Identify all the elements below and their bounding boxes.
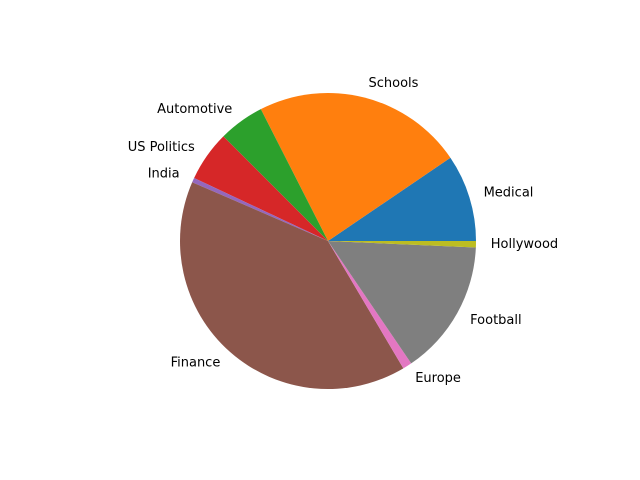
- pie-label-schools: Schools: [368, 76, 418, 91]
- pie-slice-schools: [260, 92, 451, 241]
- pie-label-football: Football: [470, 313, 521, 328]
- pie-label-automotive: Automotive: [157, 102, 232, 117]
- pie-labels: Medical Schools Automotive US Politics India…: [128, 76, 558, 386]
- pie-label-india: India: [148, 167, 180, 182]
- pie-label-us-politics: US Politics: [128, 140, 195, 155]
- pie-label-hollywood: Hollywood: [491, 237, 558, 252]
- pie-slice-hollywood: [328, 241, 476, 248]
- pie-slice-automotive: [223, 109, 328, 241]
- pie-slice-europe: [328, 241, 412, 369]
- pie-slice-india: [192, 177, 328, 241]
- pie-label-europe: Europe: [415, 371, 461, 386]
- pie-label-medical: Medical: [484, 186, 534, 201]
- pie-slice-football: [328, 241, 476, 364]
- pie-slice-medical: [328, 157, 476, 241]
- pie-slice-us-politics: [194, 136, 328, 241]
- pie-slice-finance: [179, 182, 404, 390]
- pie-slices: [179, 92, 476, 390]
- pie-label-finance: Finance: [171, 356, 221, 371]
